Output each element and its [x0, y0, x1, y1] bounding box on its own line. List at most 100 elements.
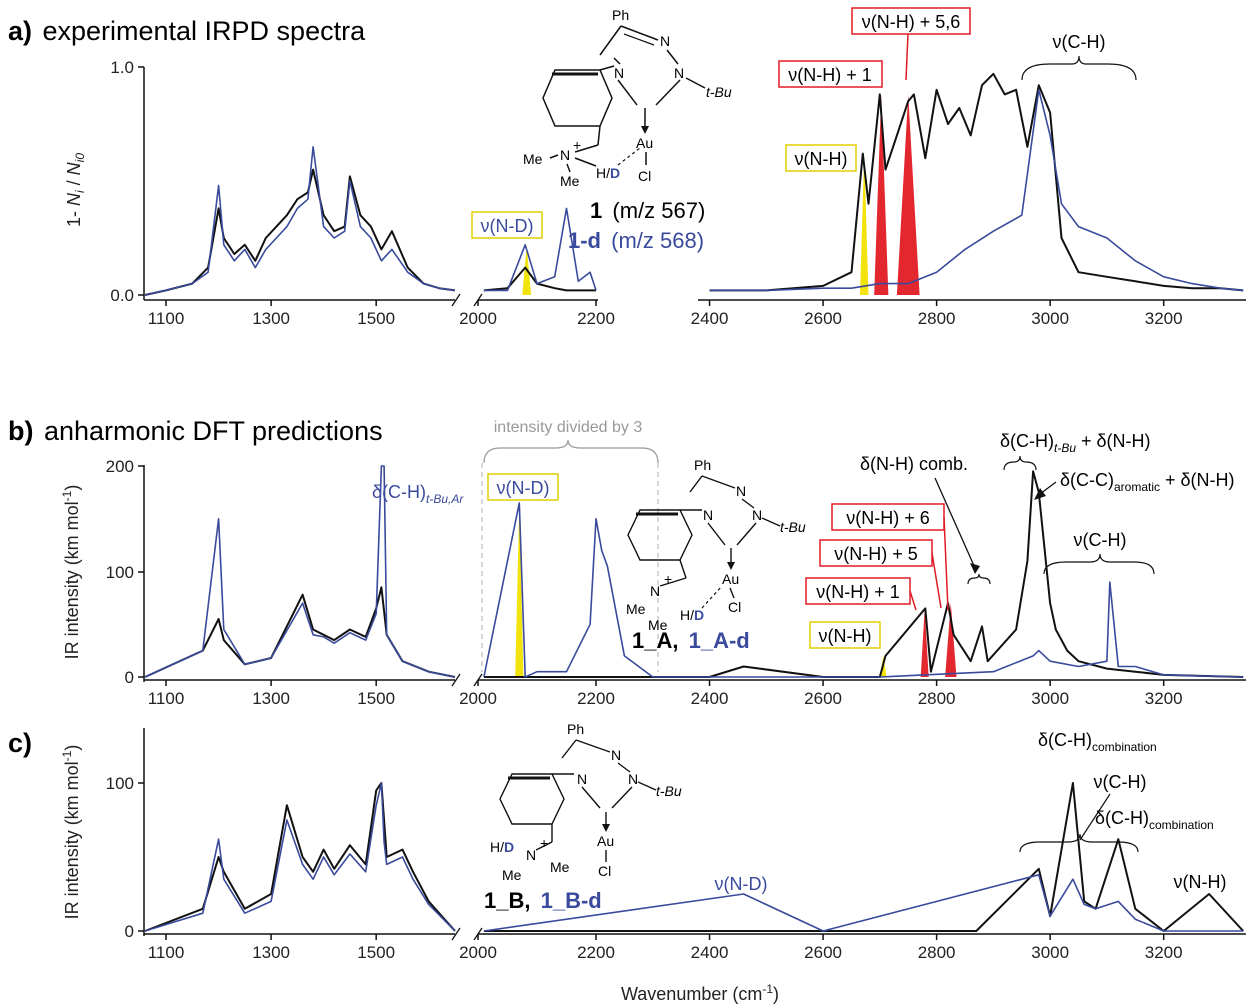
svg-text:+: +: [540, 835, 548, 851]
panel-b-nu-nh-6-label: ν(N-H) + 6: [846, 508, 930, 528]
highlight-fill-b-0: [515, 502, 524, 677]
x-tick-label-3000: 3000: [1031, 309, 1069, 328]
svg-text:H/D: H/D: [680, 607, 704, 623]
mol-a-ph: Ph: [612, 7, 629, 23]
highlight-fill-a-2: [896, 94, 920, 295]
svg-text:H/D: H/D: [490, 839, 514, 855]
panel-b-ytick-label-0: 0: [125, 668, 134, 687]
svg-text:N: N: [736, 483, 746, 499]
x-axis-label: Wavenumber (cm-1): [621, 982, 779, 1004]
series-1-line-1: [483, 266, 596, 292]
x-tick-label-2000: 2000: [459, 943, 497, 962]
panel-b-note-brace: [483, 439, 659, 464]
svg-text:+: +: [664, 571, 672, 587]
svg-text:1_B, 1_B-d: 1_B, 1_B-d: [484, 888, 602, 913]
svg-text:b) anharmonic DFT predic: b) anharmonic DFT predictions: [8, 416, 383, 446]
panel-b-nh5-box: [819, 539, 933, 567]
panel-a-nh-box: [785, 144, 857, 172]
mol-a-n1: N: [660, 33, 670, 49]
svg-text:Me: Me: [550, 859, 570, 875]
svg-text:N: N: [703, 507, 713, 523]
highlight-fill-b-3: [945, 603, 957, 677]
x-tick-label-1500: 1500: [357, 689, 395, 708]
svg-text:1_A, 1_A-d: 1_A, 1_A-d: [632, 628, 750, 653]
svg-text:δ(C-H)combination: δ(C-H)combination: [1038, 730, 1157, 754]
panel-c-dch-comb2-label: δ(C-H): [1095, 808, 1149, 828]
x-axis-break-1a: [451, 293, 461, 307]
x-tick-label-2200: 2200: [577, 689, 615, 708]
svg-text:Au: Au: [722, 571, 739, 587]
panel-b-series: [144, 465, 1244, 678]
panel-a-ytick-label-1: 1.0: [110, 58, 134, 77]
svg-text:1 (m/z 567): 1 (m/z 567): [590, 198, 705, 223]
mol-a-me1: Me: [523, 151, 543, 167]
panel-b-nu-nh-5-label: ν(N-H) + 5: [834, 544, 918, 564]
panel-b-dch-tbu-label: δ(C-H): [1000, 431, 1054, 451]
panel-c-letter: c): [8, 728, 32, 758]
svg-text:Me: Me: [626, 601, 646, 617]
mol-a-plus: +: [573, 137, 581, 153]
panel-b: b) anharmonic DFT predictions 0 100 200 …: [8, 416, 1246, 708]
x-tick-label-1500: 1500: [357, 943, 395, 962]
panel-a-ytick-label-0: 0.0: [110, 286, 134, 305]
panel-c-compound-b: 1_B,: [484, 888, 530, 913]
mol-a-n2: N: [614, 65, 624, 81]
x-tick-label-2600: 2600: [804, 943, 842, 962]
mol-a-h: H: [596, 165, 606, 181]
svg-text:H/D: H/D: [596, 165, 620, 181]
x-tick-label-2200: 2200: [577, 943, 615, 962]
x-tick-label-1300: 1300: [252, 309, 290, 328]
x-tick-label-1100: 1100: [148, 689, 185, 708]
panel-c-nu-ch-label: ν(C-H): [1094, 772, 1147, 792]
x-tick-label-2800: 2800: [918, 943, 956, 962]
panel-a-letter: a): [8, 16, 32, 46]
svg-text:N: N: [752, 507, 762, 523]
x-tick-label-3200: 3200: [1145, 689, 1183, 708]
panel-b-ytick-label-100: 100: [106, 563, 134, 582]
panel-a-nu-nh-label: ν(N-H): [795, 149, 848, 169]
mol-a-tbu: t-Bu: [706, 84, 732, 100]
panel-a-nu-nh-56-label: ν(N-H) + 5,6: [862, 12, 961, 32]
x-tick-label-1300: 1300: [252, 689, 290, 708]
series-1bd-line-1: [483, 874, 1244, 932]
series-1bd-line-0: [144, 782, 456, 932]
x-tick-label-2800: 2800: [918, 309, 956, 328]
panel-b-nu-nh-label: ν(N-H): [819, 626, 872, 646]
svg-text:δ(C-H)combination: δ(C-H)combination: [1095, 808, 1214, 832]
panel-b-letter: b): [8, 416, 33, 446]
svg-text:t-Bu: t-Bu: [780, 519, 806, 535]
panel-a-compound-1d-mz: (m/z 568): [611, 228, 704, 253]
mol-a-n4: N: [560, 147, 570, 163]
svg-text:δ(C-H)t-Bu,Ar: δ(C-H)t-Bu,Ar: [372, 482, 464, 506]
panel-a-nh56-pointer: [905, 33, 909, 81]
svg-text:Ph: Ph: [567, 721, 584, 737]
panel-b-nu-nd-label: ν(N-D): [497, 478, 550, 498]
panel-a-nu-ch-label: ν(C-H): [1053, 32, 1106, 52]
panel-b-nu-nh-1-label: ν(N-H) + 1: [816, 582, 900, 602]
x-tick-label-2200: 2200: [577, 309, 615, 328]
svg-text:a) experimental IRPD spe: a) experimental IRPD spectra: [8, 16, 366, 46]
panel-b-dnh-comb-label: δ(N-H) comb.: [860, 454, 968, 474]
panel-a-ylabel: 1- Ni / Ni0: [64, 153, 87, 227]
panel-b-dch-tbuar-label: δ(C-H): [372, 482, 426, 502]
highlight-fill-a-0: [859, 153, 869, 295]
svg-text:N: N: [577, 771, 587, 787]
mol-a-n3: N: [674, 65, 684, 81]
svg-text:t-Bu: t-Bu: [656, 783, 682, 799]
x-tick-label-3200: 3200: [1145, 943, 1183, 962]
x-tick-label-3200: 3200: [1145, 309, 1183, 328]
x-tick-label-2000: 2000: [459, 309, 497, 328]
panel-a: a) experimental IRPD spectra 0.0 1.0 1- …: [8, 7, 1246, 328]
panel-b-title: anharmonic DFT predictions: [44, 416, 383, 446]
panel-b-nh6-box: [831, 503, 945, 531]
svg-text:δ(C-C)aromatic + δ(N-H): δ(C-C)aromatic + δ(N-H): [1060, 470, 1235, 494]
mol-a-me2: Me: [560, 173, 580, 189]
panel-c-ylabel: IR intensity (km mol-1): [60, 745, 82, 920]
series-1ad-line-1: [483, 502, 1244, 678]
panel-c-molecule: Ph N N N t-Bu Au Cl N + H/D: [490, 721, 682, 883]
svg-text:Au: Au: [597, 833, 614, 849]
panel-a-nu-nh-1-label: ν(N-H) + 1: [788, 65, 872, 85]
x-axis-break-1a: [451, 673, 461, 687]
panel-b-nu-ch-label: ν(C-H): [1074, 530, 1127, 550]
svg-text:Me: Me: [502, 867, 522, 883]
